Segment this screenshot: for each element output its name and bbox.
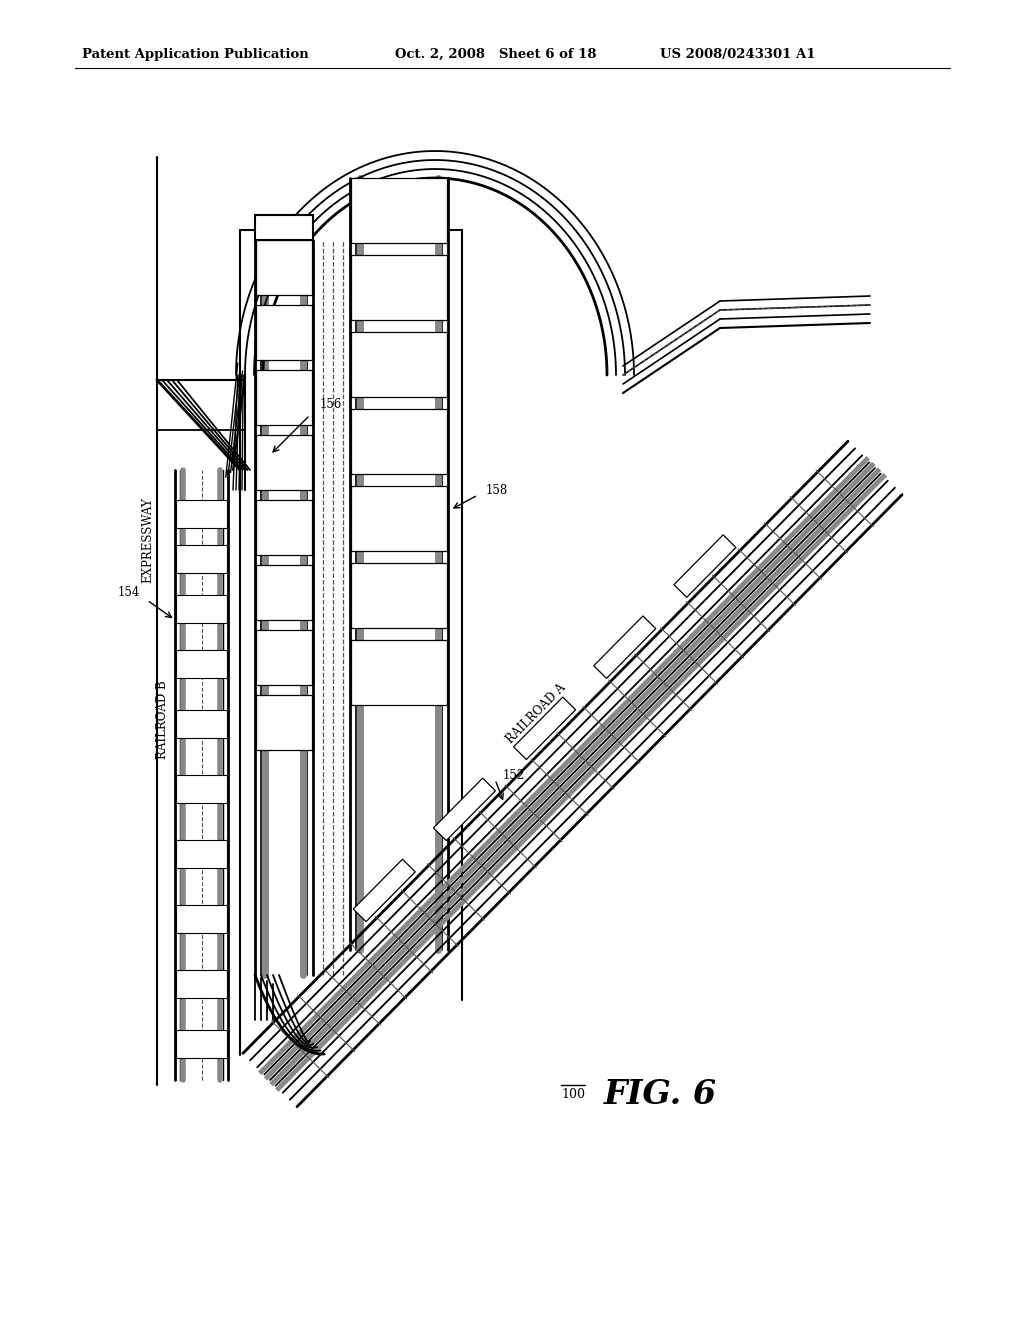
Bar [256,370,312,425]
Bar [256,240,312,294]
Text: EXPRESSWAY: EXPRESSWAY [141,498,155,583]
Bar [351,409,447,474]
Text: Oct. 2, 2008   Sheet 6 of 18: Oct. 2, 2008 Sheet 6 of 18 [395,48,597,61]
Bar [176,906,227,933]
Text: 100: 100 [561,1089,585,1101]
Bar [176,1030,227,1059]
Bar [255,215,313,240]
Text: Patent Application Publication: Patent Application Publication [82,48,309,61]
Bar [176,775,227,803]
Bar [351,178,447,243]
Bar [176,545,227,573]
Text: 152: 152 [503,768,525,781]
Bar [256,305,312,360]
Bar [351,333,447,397]
Bar [256,436,312,490]
Text: 156: 156 [319,399,342,412]
Bar [256,500,312,554]
Bar [176,840,227,869]
Bar [256,565,312,620]
Bar [176,500,227,528]
Text: FIG. 6: FIG. 6 [603,1078,717,1111]
Text: 154: 154 [118,586,140,598]
Bar [256,696,312,750]
Bar [176,649,227,678]
Bar [351,640,447,705]
Bar [514,697,575,759]
Bar [351,486,447,550]
Bar [176,595,227,623]
Bar [176,710,227,738]
Bar [351,564,447,628]
Text: RAILROAD A: RAILROAD A [504,681,568,746]
Bar [353,859,416,921]
Bar [594,616,655,678]
Bar [256,630,312,685]
Bar [351,255,447,319]
Bar [433,777,496,841]
Bar [674,535,736,598]
Text: US 2008/0243301 A1: US 2008/0243301 A1 [660,48,815,61]
Text: 158: 158 [486,483,508,496]
Bar [176,970,227,998]
Text: RAILROAD B: RAILROAD B [157,681,170,759]
